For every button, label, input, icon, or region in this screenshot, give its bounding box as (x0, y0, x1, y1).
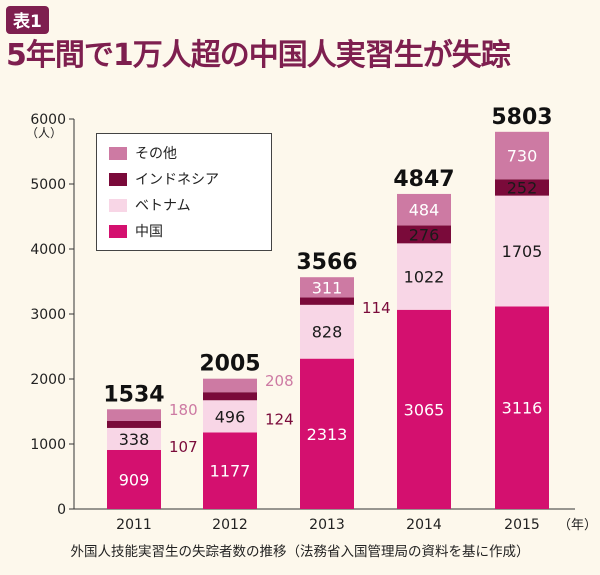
y-tick-label: 0 (57, 502, 66, 518)
bar-segment-other-2011 (107, 409, 161, 421)
bar-segment-indonesia-2014 (397, 225, 451, 244)
bar-segment-vietnam-2012 (203, 400, 257, 433)
legend-label-vietnam: ベトナム (135, 198, 191, 214)
data-label-china-2011: 909 (119, 470, 150, 489)
x-tick-label: 2014 (406, 517, 442, 533)
legend-swatch-china (109, 224, 127, 238)
data-label-indonesia-2011: 107 (169, 438, 198, 456)
bar-segment-vietnam-2014 (397, 243, 451, 310)
bar-segment-other-2015 (495, 131, 549, 180)
data-label-indonesia-2015: 252 (507, 178, 538, 197)
bar-segment-indonesia-2011 (107, 420, 161, 428)
data-label-vietnam-2012: 496 (215, 407, 246, 426)
bar-segment-indonesia-2012 (203, 392, 257, 401)
legend-label-other: その他 (135, 146, 177, 162)
x-tick-label: 2011 (116, 517, 152, 533)
y-tick-label: 6000 (30, 112, 66, 128)
data-label-vietnam-2014: 1022 (404, 268, 445, 287)
data-label-indonesia-2014: 276 (409, 225, 440, 244)
data-label-vietnam-2013: 828 (312, 323, 343, 342)
data-label-other-2015: 730 (507, 147, 538, 166)
x-tick-label: 2015 (504, 517, 540, 533)
data-label-china-2013: 2313 (307, 425, 348, 444)
bar-segment-china-2011 (107, 449, 161, 509)
data-label-china-2014: 3065 (404, 400, 445, 419)
y-tick-label: 3000 (30, 307, 66, 323)
legend-label-china: 中国 (135, 224, 163, 240)
data-label-other-2013: 311 (312, 278, 343, 297)
bar-segment-other-2014 (397, 193, 451, 226)
legend-label-indonesia: インドネシア (135, 172, 219, 188)
data-label-indonesia-2012: 124 (265, 410, 294, 428)
data-label-other-2011: 180 (169, 401, 198, 419)
data-label-china-2012: 1177 (210, 462, 251, 481)
bar-segment-vietnam-2011 (107, 427, 161, 450)
source-caption: 外国人技能実習生の失踪者数の推移（法務省入国管理局の資料を基に作成） (70, 544, 530, 560)
y-tick-label: 2000 (30, 372, 66, 388)
data-label-china-2015: 3116 (502, 399, 543, 418)
bar-segment-other-2012 (203, 378, 257, 393)
total-label-2014: 4847 (393, 167, 454, 192)
y-axis-unit-label: （人） (26, 126, 62, 140)
legend-item-indonesia: インドネシア (109, 166, 271, 192)
bar-segment-other-2013 (300, 277, 354, 298)
x-tick-label: 2012 (212, 517, 248, 533)
bar-segment-china-2014 (397, 309, 451, 509)
legend-item-other: その他 (109, 140, 271, 166)
data-label-other-2014: 484 (409, 201, 440, 220)
legend-swatch-indonesia (109, 172, 127, 186)
bar-segment-vietnam-2015 (495, 195, 549, 307)
chart-title: 5年間で1万人超の中国人実習生が失踪 (6, 38, 511, 73)
legend-item-vietnam: ベトナム (109, 192, 271, 218)
y-tick-label: 1000 (30, 437, 66, 453)
total-label-2011: 1534 (103, 382, 164, 407)
total-label-2013: 3566 (296, 250, 357, 275)
data-label-vietnam-2015: 1705 (502, 242, 543, 261)
x-axis-unit-label: （年） (558, 518, 597, 533)
bar-segment-indonesia-2013 (300, 297, 354, 305)
data-label-vietnam-2011: 338 (119, 430, 150, 449)
bar-segment-china-2015 (495, 306, 549, 509)
total-label-2015: 5803 (491, 105, 552, 130)
table-number-badge: 表1 (6, 6, 49, 34)
bar-segment-indonesia-2015 (495, 179, 549, 196)
legend-swatch-vietnam (109, 198, 127, 212)
bar-segment-china-2012 (203, 432, 257, 509)
bar-segment-china-2013 (300, 358, 354, 509)
legend-swatch-other (109, 146, 127, 160)
total-label-2012: 2005 (199, 352, 260, 377)
chart-legend: その他 インドネシア ベトナム 中国 (96, 133, 272, 251)
data-label-other-2012: 208 (265, 372, 294, 390)
x-tick-label: 2013 (309, 517, 345, 533)
y-tick-label: 4000 (30, 242, 66, 258)
y-tick-label: 5000 (30, 177, 66, 193)
data-label-indonesia-2013: 114 (362, 299, 391, 317)
legend-item-china: 中国 (109, 218, 271, 244)
bar-segment-vietnam-2013 (300, 304, 354, 359)
